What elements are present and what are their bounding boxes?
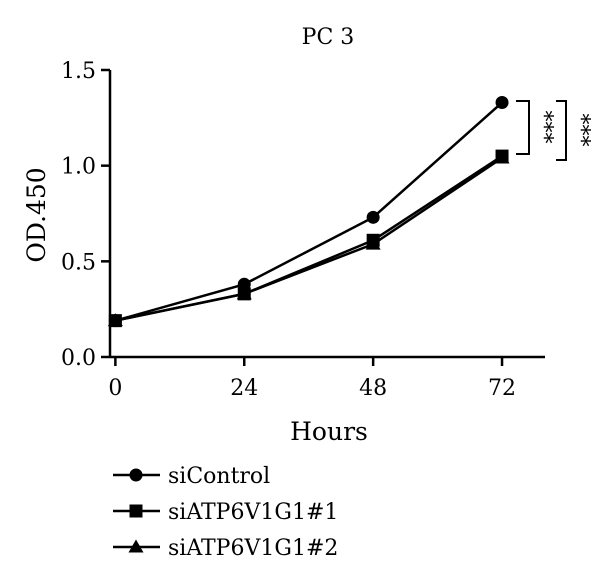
significance-annotations: *** *** [516,100,593,161]
x-axis-ticks: 0 24 48 72 [108,357,516,401]
legend-item: siATP6V1G1#2 [113,536,338,561]
significance-bracket-outer [556,100,567,161]
chart-title: PC 3 [302,25,355,50]
data-point-circle [108,314,122,328]
data-point-square [237,287,251,301]
y-axis-title: OD.450 [22,167,51,262]
y-tick-label: 0.5 [61,250,96,275]
series-line [115,101,503,322]
data-point-circle [237,277,251,291]
legend-label: siControl [168,464,270,489]
data-point-circle [366,210,380,224]
significance-bracket-inner [516,100,530,155]
y-tick-label: 0.0 [61,346,96,371]
legend-marker-square [129,504,143,518]
axes [108,70,545,359]
x-tick-label: 48 [359,376,387,401]
y-tick-label: 1.5 [61,59,96,84]
legend: siControl siATP6V1G1#1 siATP6V1G1#2 [113,464,338,561]
series-line [115,155,503,322]
data-point-square [495,149,509,163]
series-circle [108,96,509,328]
x-tick-label: 72 [488,376,516,401]
legend-item: siControl [113,464,270,489]
y-axis-ticks: 0.0 0.5 1.0 1.5 [61,59,110,371]
legend-label: siATP6V1G1#1 [168,500,338,525]
series-square [108,149,509,328]
y-tick-label: 1.0 [61,155,96,180]
x-tick-label: 0 [108,376,122,401]
significance-label-inner: *** [531,111,556,144]
legend-marker-circle [129,468,143,482]
legend-label: siATP6V1G1#2 [168,536,338,561]
data-point-circle [495,96,509,110]
series-triangle [107,150,510,327]
series-line [115,156,503,322]
data-point-square [366,233,380,247]
significance-label-outer: *** [568,114,593,147]
x-tick-label: 24 [230,376,258,401]
legend-item: siATP6V1G1#1 [113,500,338,525]
legend-marker-triangle [128,539,144,553]
series-group [107,96,510,328]
x-axis-title: Hours [290,417,368,446]
